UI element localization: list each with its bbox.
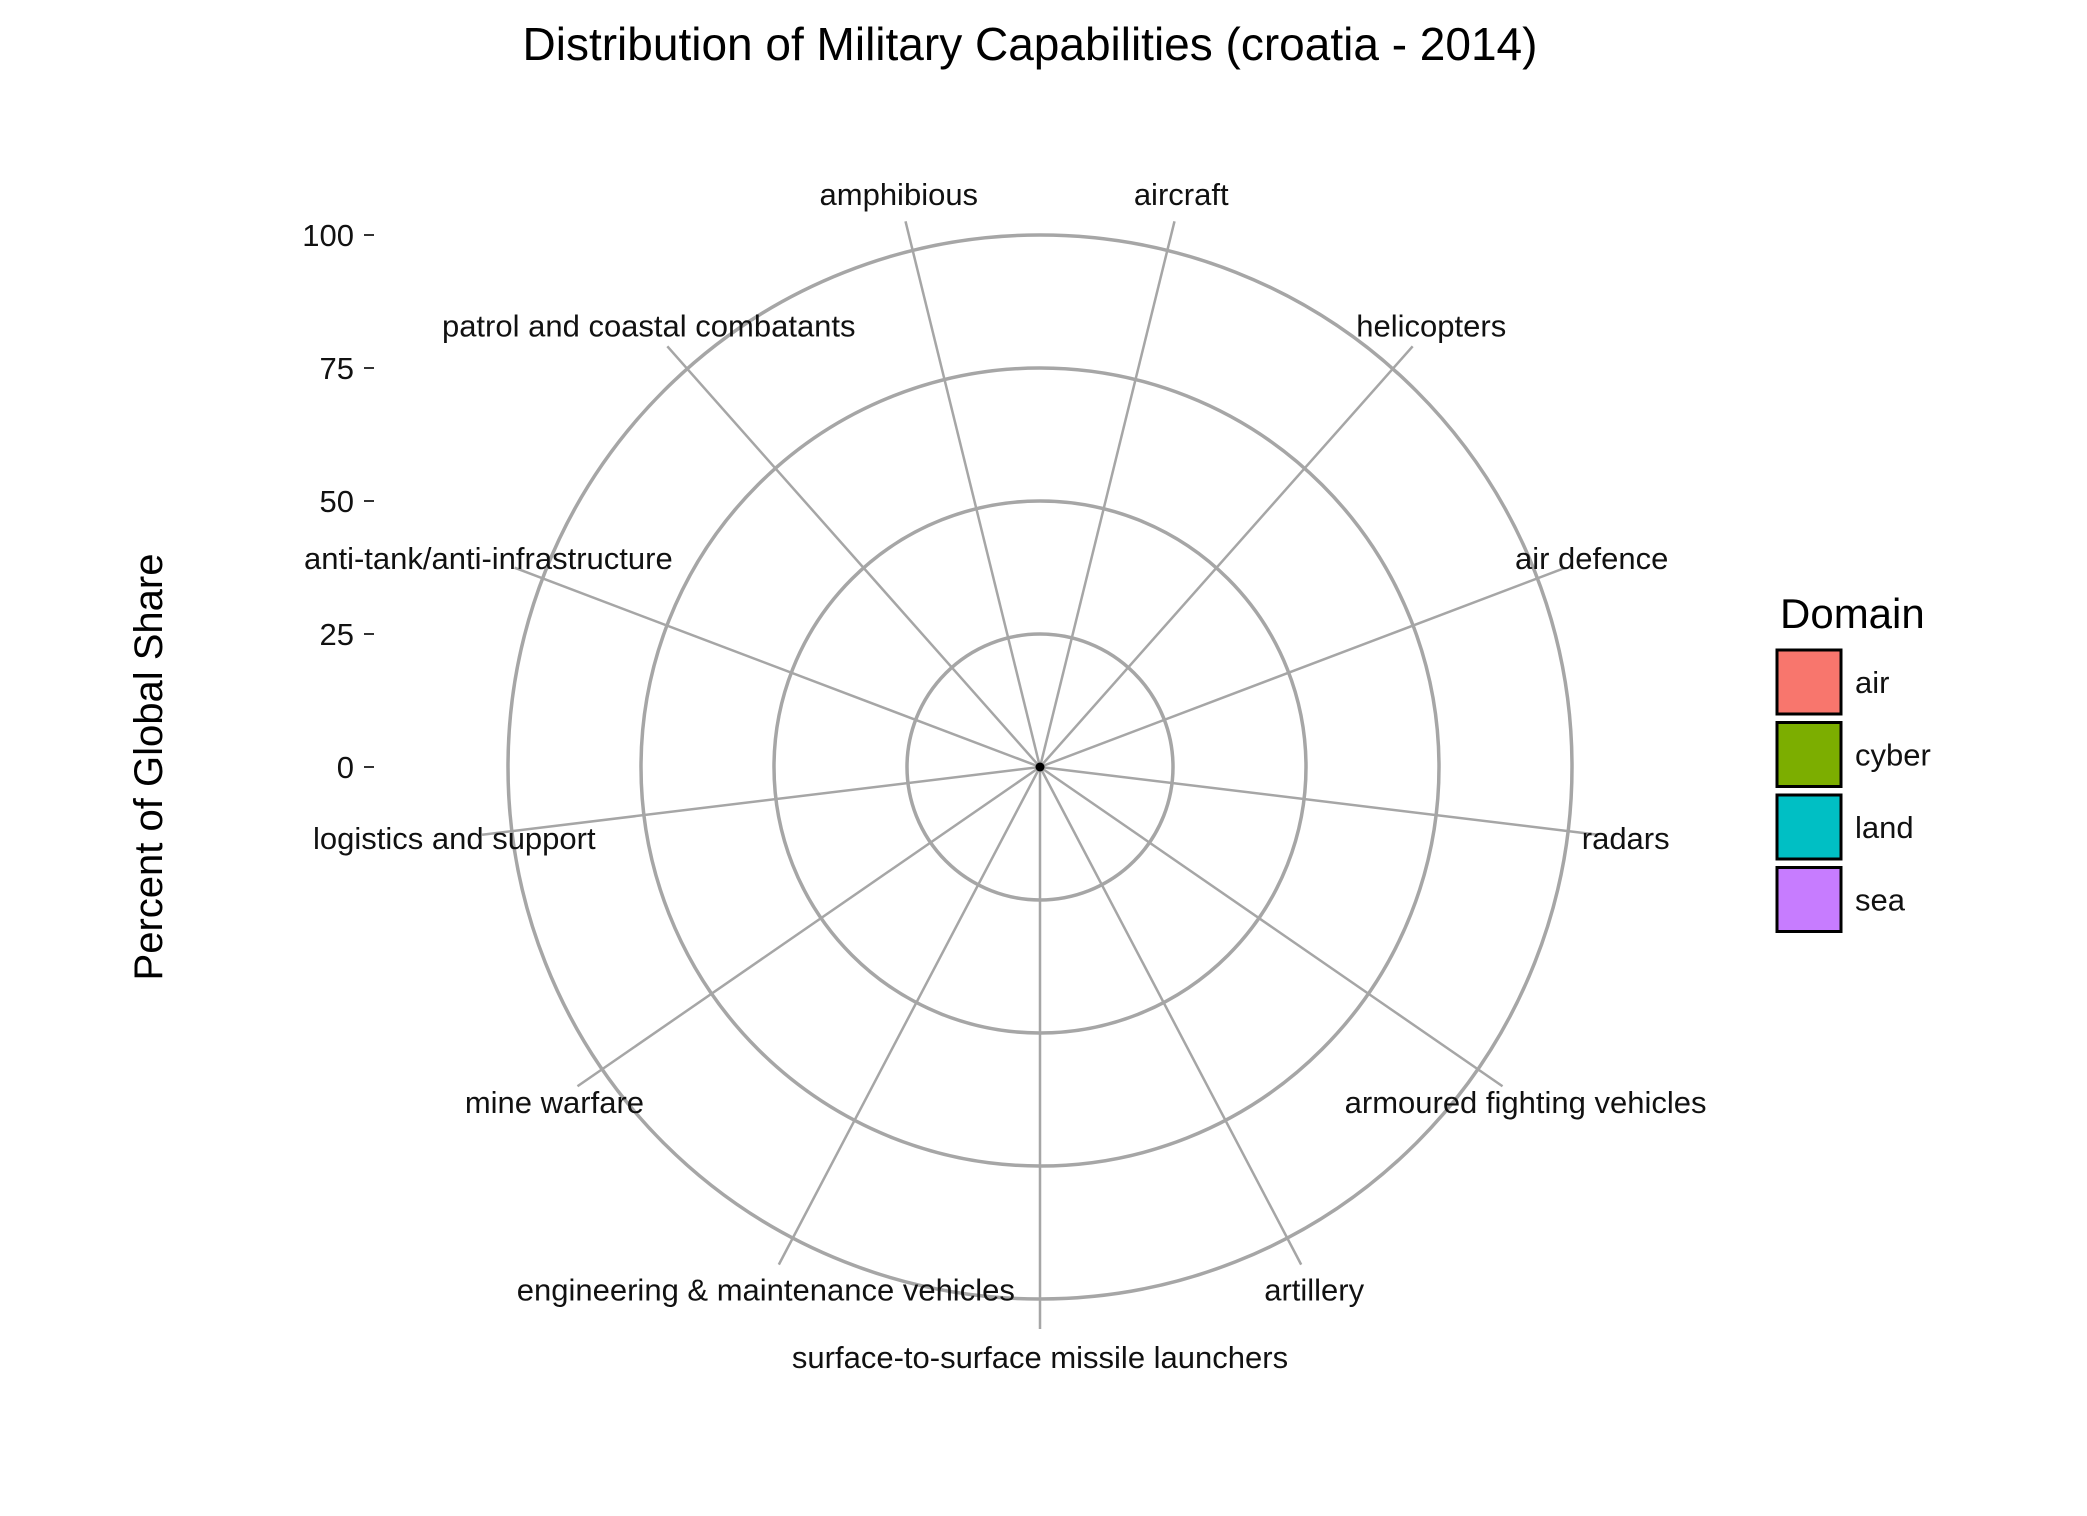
category-labels: aircraft helicopters air defence radars armo…	[304, 177, 1707, 1375]
category-label: amphibious	[820, 177, 979, 212]
spoke-line	[514, 566, 1041, 769]
legend-label-sea: sea	[1855, 883, 1906, 918]
spoke-line	[666, 345, 1041, 768]
spoke-line	[576, 765, 1041, 1088]
radial-axis: 0 25 50 75 100	[302, 218, 374, 785]
category-label: armoured fighting vehicles	[1345, 1085, 1707, 1120]
y-axis-label: Percent of Global Share	[127, 554, 171, 981]
bar-layer	[1035, 762, 1045, 772]
legend-label-cyber: cyber	[1855, 738, 1931, 773]
category-label: radars	[1582, 821, 1670, 856]
legend-swatch-air	[1775, 648, 1843, 716]
category-label: aircraft	[1134, 177, 1229, 212]
chart-title: Distribution of Military Capabilities (c…	[523, 18, 1538, 70]
legend-items: air cyber land sea	[1775, 648, 1931, 933]
spoke-line	[1039, 765, 1504, 1088]
polar-grid	[481, 221, 1599, 1329]
category-label: patrol and coastal combatants	[442, 308, 856, 343]
legend-swatch-land	[1775, 793, 1843, 861]
legend-label-land: land	[1855, 810, 1914, 845]
category-label: anti-tank/anti-infrastructure	[304, 541, 673, 576]
y-tick-label: 50	[320, 484, 354, 519]
y-tick-label: 25	[320, 617, 354, 652]
category-label: helicopters	[1356, 308, 1506, 343]
category-label: artillery	[1264, 1272, 1364, 1307]
spoke-line	[777, 766, 1042, 1266]
spoke-line	[1039, 345, 1414, 768]
spoke-line	[1039, 566, 1566, 769]
category-label: mine warfare	[465, 1085, 644, 1120]
y-tick-label: 75	[320, 351, 354, 386]
legend-title: Domain	[1780, 590, 1925, 637]
legend-label-air: air	[1855, 665, 1889, 700]
legend-swatch-sea	[1775, 866, 1843, 933]
category-label: surface-to-surface missile launchers	[792, 1340, 1288, 1375]
spoke-line	[1038, 766, 1303, 1266]
category-label: air defence	[1515, 541, 1668, 576]
category-label: engineering & maintenance vehicles	[517, 1272, 1015, 1307]
y-tick-label: 100	[302, 218, 354, 253]
category-label: logistics and support	[313, 821, 596, 856]
center-point	[1035, 762, 1045, 772]
legend-swatch-cyber	[1775, 721, 1843, 788]
spoke-line	[1038, 221, 1176, 768]
spoke-line	[904, 221, 1042, 768]
spoke-line	[481, 765, 1041, 836]
y-tick-label: 0	[337, 750, 354, 785]
spoke-line	[1039, 765, 1599, 836]
legend: Domain air cyber land sea	[1775, 590, 1931, 933]
